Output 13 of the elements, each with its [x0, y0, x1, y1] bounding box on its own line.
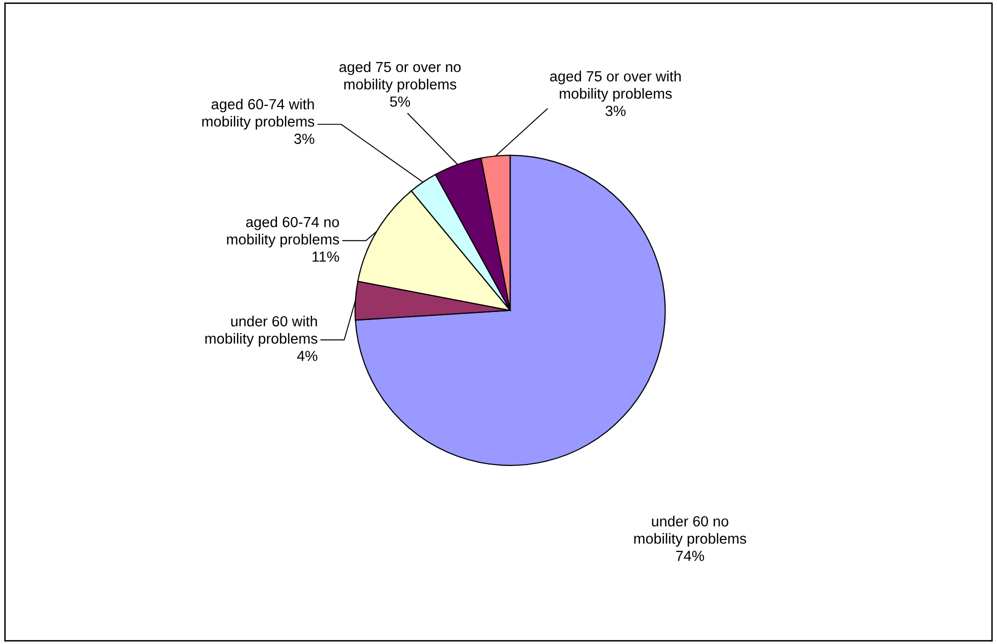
- slice-label: aged 60-74 with mobility problems: [202, 98, 314, 130]
- slice-label: aged 75 or over with mobility problems: [550, 70, 681, 102]
- data-label: 74%: [676, 550, 704, 562]
- data-label: 5%: [390, 96, 410, 107]
- slice-label: under 60 no mobility problems: [634, 516, 746, 547]
- data-label: 3%: [606, 106, 626, 116]
- pie-slice: [354, 154, 666, 466]
- data-label: 11%: [312, 252, 340, 262]
- data-label: 3%: [294, 134, 314, 144]
- slice-label: aged 60-74 no mobility problems: [227, 216, 340, 248]
- slice-label: aged 75 or over no mobility problems: [339, 61, 461, 92]
- slice-label: under 60 with mobility problems: [205, 316, 318, 347]
- data-label: 4%: [297, 350, 318, 361]
